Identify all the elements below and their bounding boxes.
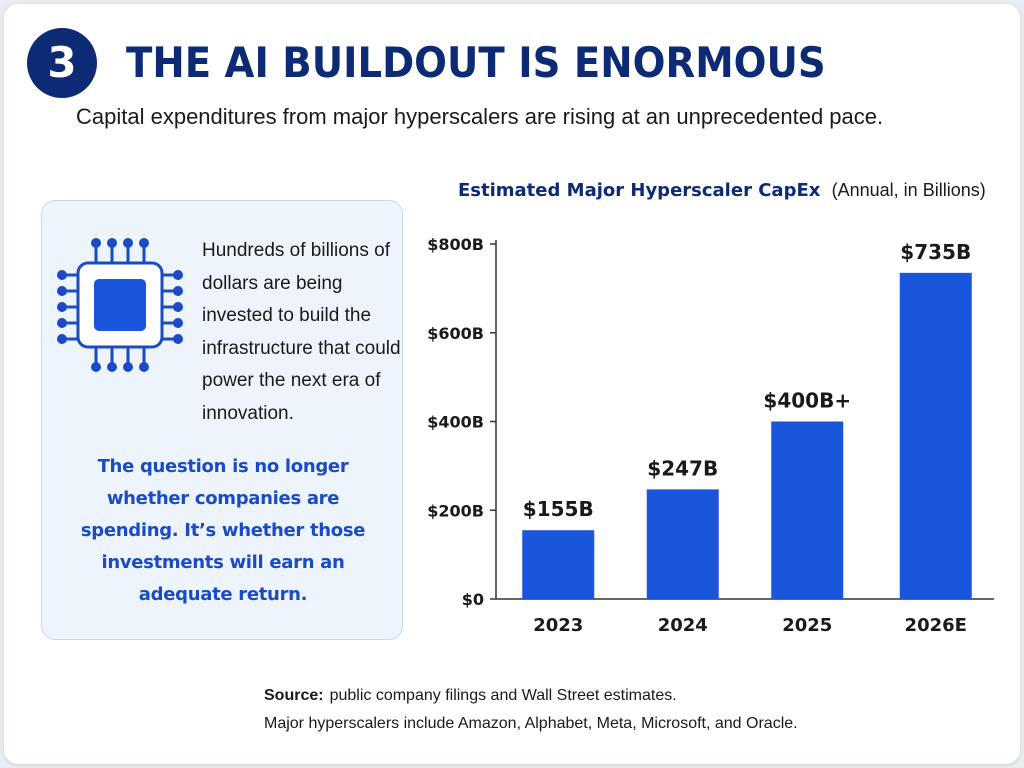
info-panel: Hundreds of billions of dollars are bein…	[41, 200, 403, 640]
infographic-card: 3 THE AI BUILDOUT IS ENORMOUS Capital ex…	[4, 4, 1020, 764]
y-tick-label: $800B	[427, 235, 484, 254]
chart-title-row: Estimated Major Hyperscaler CapEx (Annua…	[458, 180, 986, 202]
source-line: Source: public company filings and Wall S…	[264, 682, 798, 710]
bar-2024	[646, 489, 719, 599]
bar-data-label: $400B+	[763, 389, 851, 413]
chart-title: Estimated Major Hyperscaler CapEx	[458, 180, 821, 201]
y-tick-label: $600B	[427, 324, 484, 343]
bar-data-label: $247B	[647, 456, 718, 480]
x-tick-label: 2024	[658, 615, 708, 636]
panel-quote: The question is no longer whether compan…	[80, 456, 366, 605]
capex-bar-chart: $0 $200B $400B $600B $800B $155B 2023 $247B 2024…	[427, 235, 994, 636]
section-number: 3	[47, 38, 77, 87]
panel-description: Hundreds of billions of dollars are bein…	[202, 240, 401, 424]
page-title: THE AI BUILDOUT IS ENORMOUS	[126, 38, 826, 87]
bar-data-label: $735B	[900, 240, 971, 264]
chart-subtitle: (Annual, in Billions)	[831, 180, 986, 200]
x-tick-label: 2025	[782, 615, 832, 636]
y-tick-label: $400B	[427, 413, 484, 432]
hyperscalers-note: Major hyperscalers include Amazon, Alpha…	[264, 715, 798, 732]
y-tick-label: $200B	[427, 501, 484, 520]
section-number-badge: 3	[27, 28, 97, 98]
source-note: Source: public company filings and Wall S…	[264, 682, 798, 738]
chip-icon	[57, 238, 183, 372]
source-text: public company filings and Wall Street e…	[329, 687, 677, 704]
x-tick-label: 2023	[533, 615, 583, 636]
bar-data-label: $155B	[523, 497, 594, 521]
bar-2023	[522, 530, 595, 599]
page-subtitle: Capital expenditures from major hypersca…	[76, 104, 884, 129]
bar-2025	[771, 421, 844, 599]
source-label: Source:	[264, 687, 324, 704]
y-tick-label: $0	[462, 590, 484, 609]
x-tick-label: 2026E	[905, 615, 967, 636]
bar-2026e	[899, 272, 972, 599]
